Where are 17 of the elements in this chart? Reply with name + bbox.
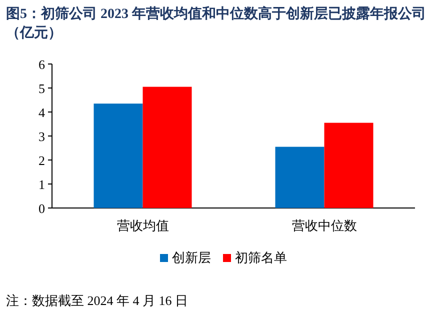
x-tick-label: 营收中位数 xyxy=(292,218,357,233)
x-tick-label: 营收均值 xyxy=(116,218,169,233)
bar xyxy=(142,86,192,208)
bar xyxy=(275,146,324,208)
y-tick-label: 6 xyxy=(38,57,46,72)
legend-label: 初筛名单 xyxy=(235,250,287,265)
text: 注：数据截至 2024 年 4 月 16 日 xyxy=(6,293,188,308)
y-tick-label: 1 xyxy=(38,177,45,192)
y-tick-label: 4 xyxy=(38,105,46,120)
y-tick-label: 3 xyxy=(38,129,45,144)
bar xyxy=(324,122,374,208)
legend-label: 创新层 xyxy=(172,250,211,265)
y-tick-label: 0 xyxy=(38,201,45,216)
y-tick-label: 5 xyxy=(38,81,45,96)
y-tick-label: 2 xyxy=(38,153,45,168)
chart-title: 图5：初筛公司 2023 年营收均值和中位数高于创新层已披露年报公司（亿元） xyxy=(6,5,426,41)
bar xyxy=(94,104,143,208)
